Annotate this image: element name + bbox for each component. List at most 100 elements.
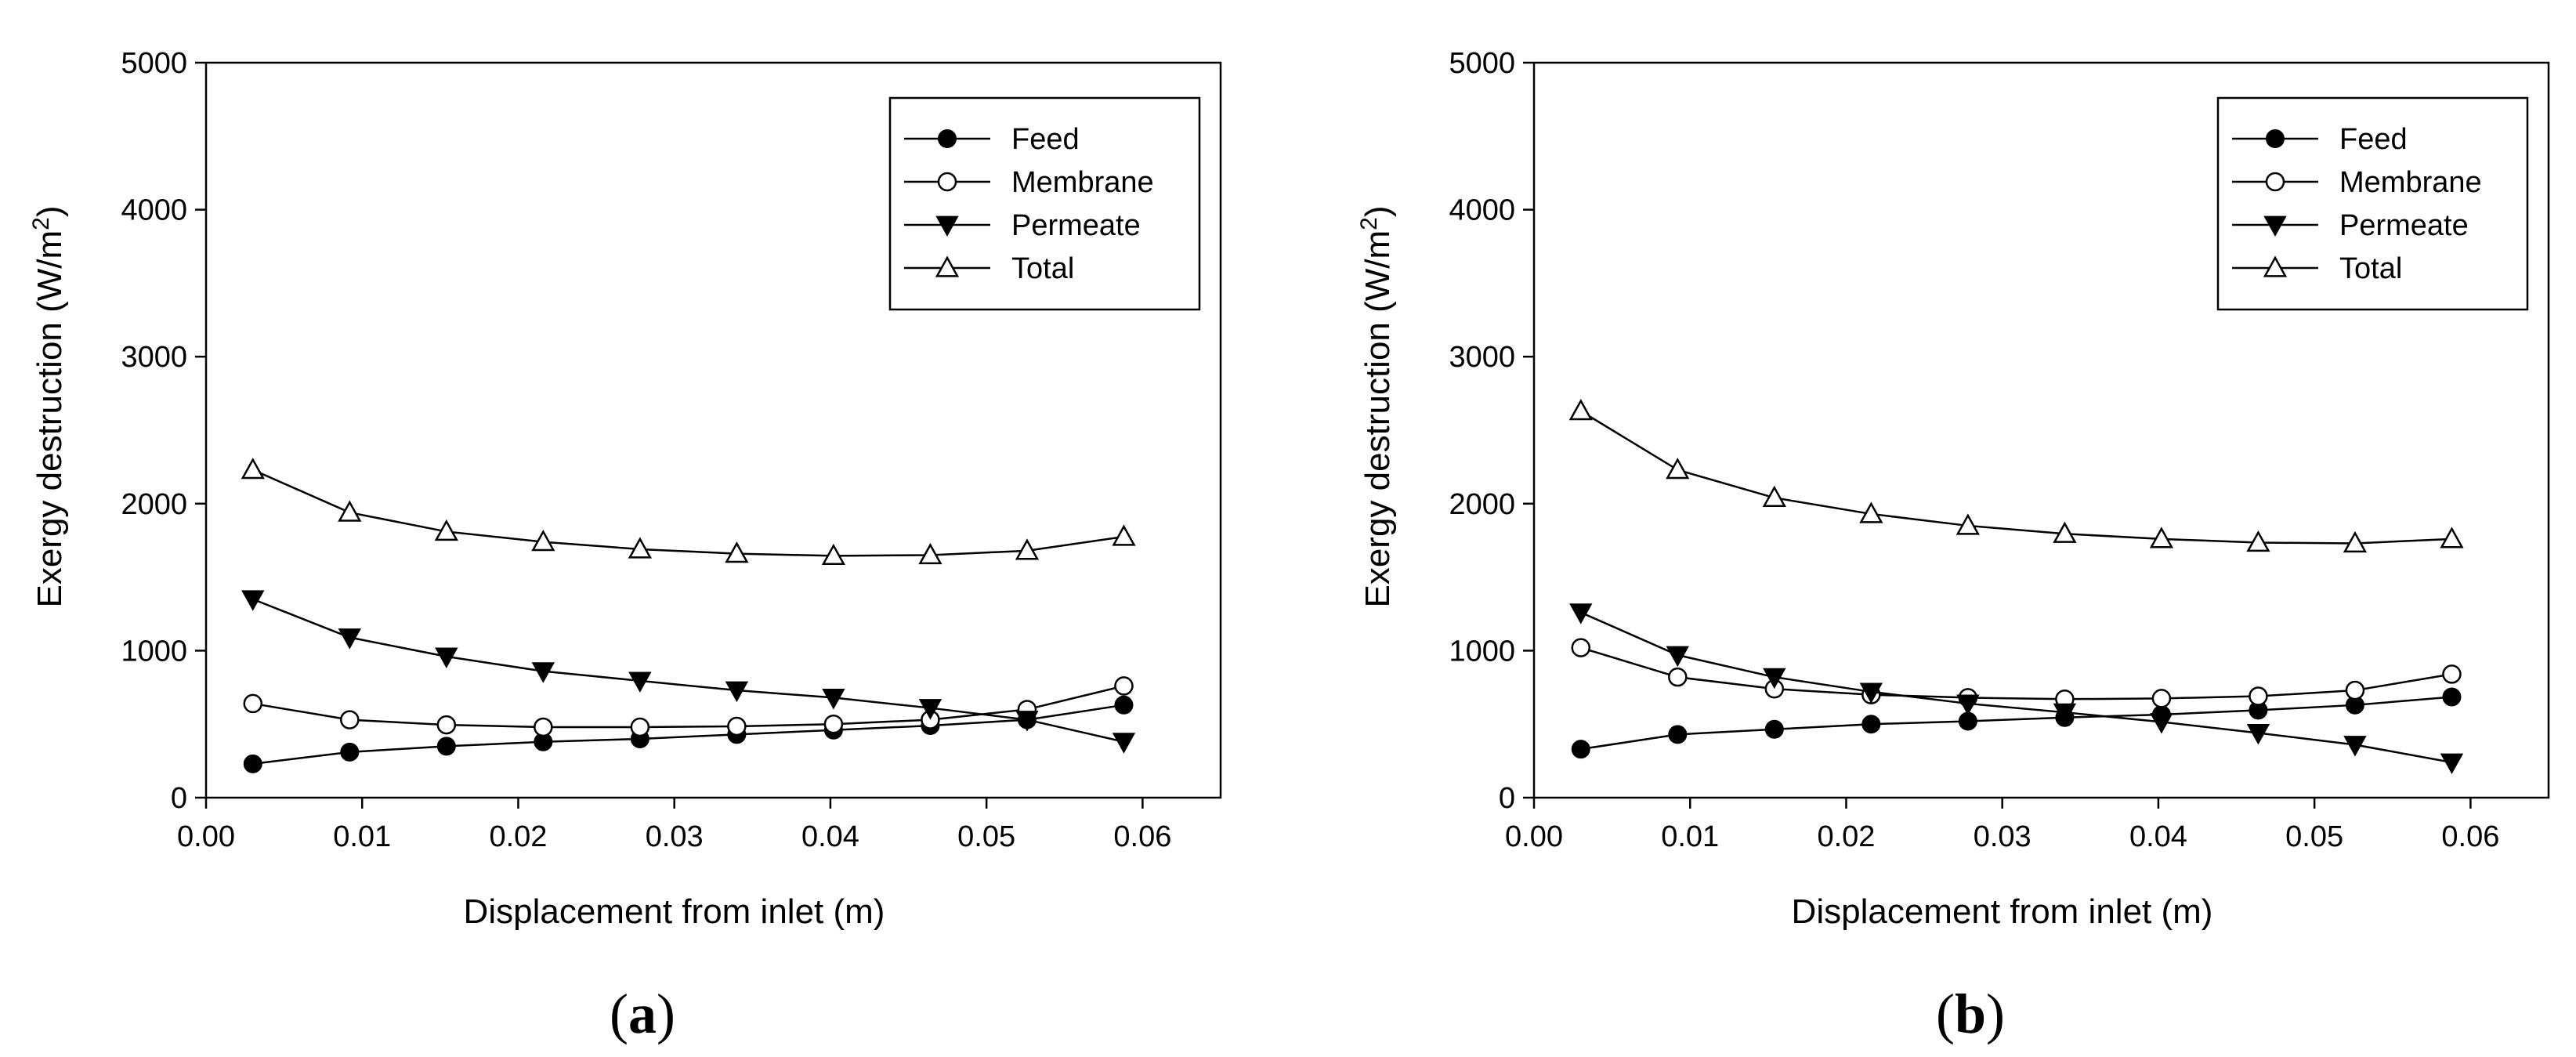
data-point-permeate [531,662,555,683]
x-tick-label: 0.01 [333,820,391,853]
x-tick-label: 0.00 [177,820,235,853]
x-tick-label: 0.03 [1974,820,2031,853]
data-point-membrane [1668,667,1688,687]
y-axis-label: Exergy destruction (W/m2) [1356,205,1397,607]
series-feed [243,695,1134,773]
data-point-total [1666,458,1690,480]
legend-entry-permeate: Permeate [1011,209,1141,242]
data-point-membrane [340,710,360,729]
panel-label: (a) [610,983,675,1045]
data-point-feed [1764,719,1784,739]
legend-entry-permeate: Permeate [2339,209,2469,242]
data-point-permeate [725,681,749,703]
data-point-permeate [1763,668,1786,690]
data-point-permeate [1015,711,1039,732]
data-point-permeate [435,647,458,668]
data-point-permeate [1569,603,1593,624]
data-point-feed [243,754,262,773]
data-point-feed [340,742,360,762]
data-point-membrane [243,693,263,714]
y-tick-label: 2000 [121,488,187,521]
data-point-permeate [918,699,942,720]
data-point-permeate [2343,736,2367,757]
data-point-total [2149,527,2174,548]
data-point-total [918,542,942,565]
legend-marker-feed [2266,129,2285,148]
data-point-total [434,519,458,541]
data-point-permeate [1859,682,1883,704]
data-point-membrane [630,717,650,737]
data-point-total [821,543,846,566]
series-line-total [252,469,1124,557]
data-point-permeate [241,590,265,611]
data-point-feed [1571,740,1590,759]
y-axis-label: Exergy destruction (W/m2) [28,205,69,607]
data-point-total [2053,521,2077,543]
data-point-membrane [436,715,457,735]
y-tick-label: 1000 [1449,635,1515,668]
data-point-feed [1668,725,1688,744]
data-point-membrane [2442,664,2462,684]
data-point-membrane [1571,638,1591,657]
legend-entry-membrane: Membrane [1011,166,1154,199]
chart-panel-2: 0.00 0.01 0.02 0.03 0.04 0.05 0.06 0 1000 2000 300… [1356,47,2550,1045]
y-tick-label: 3000 [1449,341,1515,374]
data-point-total [241,458,265,480]
data-point-permeate [1666,646,1689,668]
data-point-total [338,500,362,522]
series-line-membrane [1580,646,2452,700]
legend-marker-total [2263,255,2288,277]
legend-entry-total: Total [2339,252,2402,285]
data-point-feed [436,737,456,756]
data-point-membrane [1114,676,1134,696]
data-point-total [1859,501,1883,523]
data-point-feed [1114,695,1134,715]
legend-entry-membrane: Membrane [2339,166,2482,199]
legend-marker-membrane [2265,172,2285,192]
data-point-permeate [2246,724,2270,745]
legend-marker-membrane [937,172,957,192]
x-tick-label: 0.02 [1817,820,1875,853]
data-point-permeate [628,671,652,693]
data-point-total [1015,538,1040,560]
series-total [1568,399,2464,553]
x-tick-label: 0.04 [801,820,859,853]
data-point-membrane [2249,686,2268,706]
data-point-permeate [822,689,845,710]
y-tick-label: 3000 [121,341,187,374]
legend-marker-total [935,255,960,277]
data-point-total [2343,530,2368,553]
data-point-permeate [2150,712,2173,734]
x-tick-label: 0.02 [489,820,547,853]
data-point-permeate [1112,733,1136,754]
data-point-permeate [338,628,361,650]
y-tick-label: 2000 [1449,488,1515,521]
panel-label: (b) [1936,983,2005,1045]
plot-frame [1532,61,2550,799]
data-point-total [1568,399,1593,421]
x-tick-label: 0.05 [2285,820,2343,853]
x-tick-label: 0.05 [957,820,1015,853]
x-axis-label: Displacement from inlet (m) [1792,892,2213,931]
series-line-permeate [1580,611,2452,764]
series-line-total [1580,410,2452,545]
data-point-total [2246,530,2270,552]
series-membrane [1571,638,2462,709]
data-point-permeate [1956,694,1980,715]
series-line-feed [252,704,1124,766]
y-tick-label: 0 [1499,782,1515,815]
data-point-total [725,541,749,563]
data-point-total [1762,485,1786,507]
y-tick-label: 1000 [121,635,187,668]
legend-marker-feed [938,129,957,148]
x-tick-label: 0.03 [646,820,704,853]
x-axis-label: Displacement from inlet (m) [464,892,885,931]
legend-marker-permeate [2263,215,2287,237]
x-tick-label: 0.06 [1113,820,1171,853]
series-permeate [1569,603,2464,775]
x-tick-label: 0.00 [1505,820,1563,853]
data-point-membrane [2151,689,2172,708]
x-tick-label: 0.04 [2129,820,2187,853]
data-point-membrane [727,716,747,737]
